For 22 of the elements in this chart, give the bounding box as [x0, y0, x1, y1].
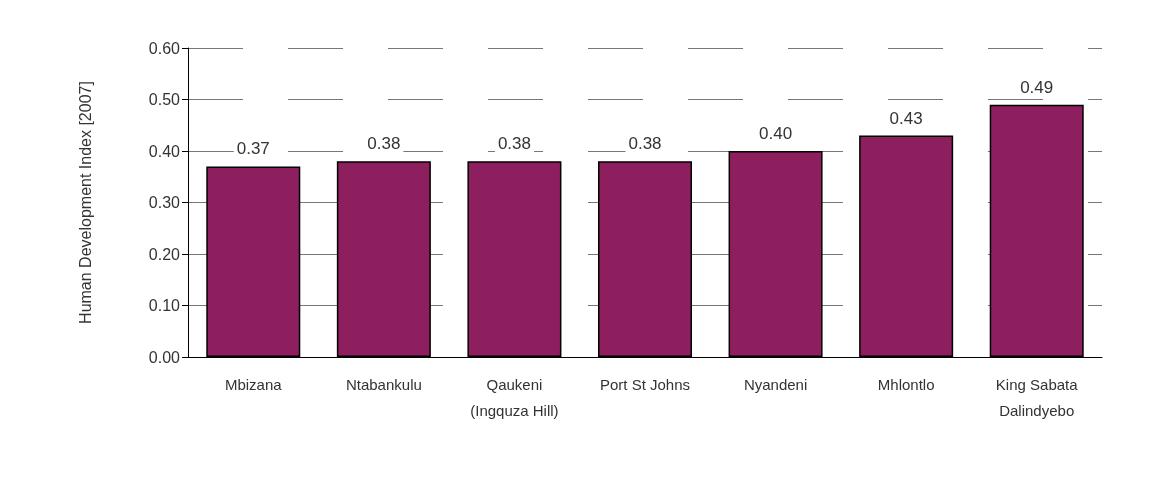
x-tick-label: Port St Johns [599, 375, 691, 393]
y-tick-label: 0.40 [148, 142, 181, 160]
data-label: 0.37 [236, 139, 270, 159]
y-tick-label: 0.00 [148, 348, 181, 366]
y-tick-label: 0.20 [148, 245, 181, 263]
x-tick-label: Qaukeni (Ingquza Hill) [470, 375, 559, 419]
y-axis-title: Human Development Index [2007] [76, 81, 94, 324]
data-label: 0.49 [1020, 77, 1054, 97]
x-tick-label: Ntabankulu [345, 375, 422, 393]
x-tick-label: Nyandeni [743, 375, 808, 393]
x-tick-label: Mhlontlo [877, 375, 935, 393]
y-tick-label: 0.50 [148, 91, 181, 108]
x-tick-label: Mbizana [224, 375, 283, 393]
data-label: 0.38 [367, 134, 401, 154]
data-label: 0.40 [759, 124, 793, 143]
data-label: 0.43 [889, 108, 923, 128]
x-tick-label: King Sabata Dalindyebo [995, 375, 1079, 419]
y-tick-label: 0.30 [148, 194, 181, 211]
data-label: 0.38 [628, 134, 662, 154]
data-label: 0.38 [497, 134, 531, 154]
y-tick-label: 0.60 [148, 39, 181, 57]
y-tick-label: 0.10 [148, 297, 181, 314]
